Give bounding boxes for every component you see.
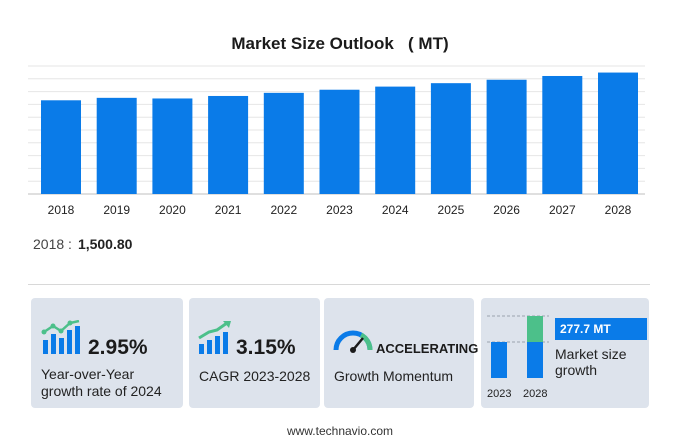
bar-2028 <box>598 72 638 194</box>
yoy-value: 2.95% <box>88 336 148 359</box>
bar-2023 <box>319 89 360 194</box>
x-axis-labels: 2018 2019 2020 2021 2022 2023 2024 2025 2026 2027… <box>48 203 632 217</box>
bar-2027 <box>542 75 583 194</box>
growth-badge: 277.7 MT <box>555 318 647 340</box>
yoy-card: 2.95% Year-over-Year growth rate of 2024 <box>31 298 183 408</box>
x-label-2027: 2027 <box>549 203 576 217</box>
growth-chart-icon <box>41 320 80 354</box>
cagr-value: 3.15% <box>236 336 296 359</box>
momentum-desc: Growth Momentum <box>334 368 454 384</box>
yoy-desc-line1: Year-over-Year <box>41 366 135 382</box>
trend-up-icon <box>198 321 231 354</box>
footer-url: www.technavio.com <box>286 424 394 438</box>
divider <box>28 284 650 285</box>
cagr-desc: CAGR 2023-2028 <box>199 368 311 384</box>
growth-year-end: 2028 <box>523 388 548 400</box>
momentum-card: ACCELERATING Growth Momentum <box>324 298 478 408</box>
x-label-2018: 2018 <box>48 203 75 217</box>
x-label-2020: 2020 <box>159 203 186 217</box>
growth-comparison-icon <box>487 315 549 378</box>
first-year-label: 2018 : <box>33 236 72 252</box>
bar-2024 <box>375 86 416 194</box>
first-year-number: 1,500.80 <box>77 236 133 252</box>
bar-2019 <box>96 97 137 194</box>
bar-chart: 2018 2019 2020 2021 2022 2023 2024 2025 2026 2027… <box>28 65 645 217</box>
momentum-label: ACCELERATING <box>376 341 479 356</box>
x-label-2024: 2024 <box>382 203 409 217</box>
growth-year-start: 2023 <box>487 388 512 400</box>
chart-title: Market Size Outlook ( MT) <box>231 34 449 53</box>
yoy-desc-line2: growth rate of 2024 <box>41 383 162 399</box>
x-label-2026: 2026 <box>493 203 520 217</box>
bar-2018 <box>41 100 81 194</box>
bar-2025 <box>430 83 471 194</box>
x-label-2028: 2028 <box>605 203 632 217</box>
x-label-2019: 2019 <box>103 203 130 217</box>
first-year-value: 2018 : 1,500.80 <box>33 236 132 252</box>
bar-2026 <box>486 79 527 194</box>
x-label-2021: 2021 <box>215 203 242 217</box>
x-label-2022: 2022 <box>270 203 297 217</box>
growth-desc-line1: Market size <box>555 346 627 362</box>
cagr-card: 3.15% CAGR 2023-2028 <box>189 298 320 408</box>
bar-2022 <box>263 92 304 194</box>
x-label-2023: 2023 <box>326 203 353 217</box>
growth-desc-line2: growth <box>555 362 598 378</box>
growth-card: 2023 2028 277.7 MT Market size growth <box>481 298 649 408</box>
x-label-2025: 2025 <box>438 203 465 217</box>
bar-2021 <box>208 95 249 194</box>
speedometer-icon <box>333 330 373 353</box>
chart-bars <box>41 72 638 194</box>
bar-2020 <box>152 98 193 194</box>
